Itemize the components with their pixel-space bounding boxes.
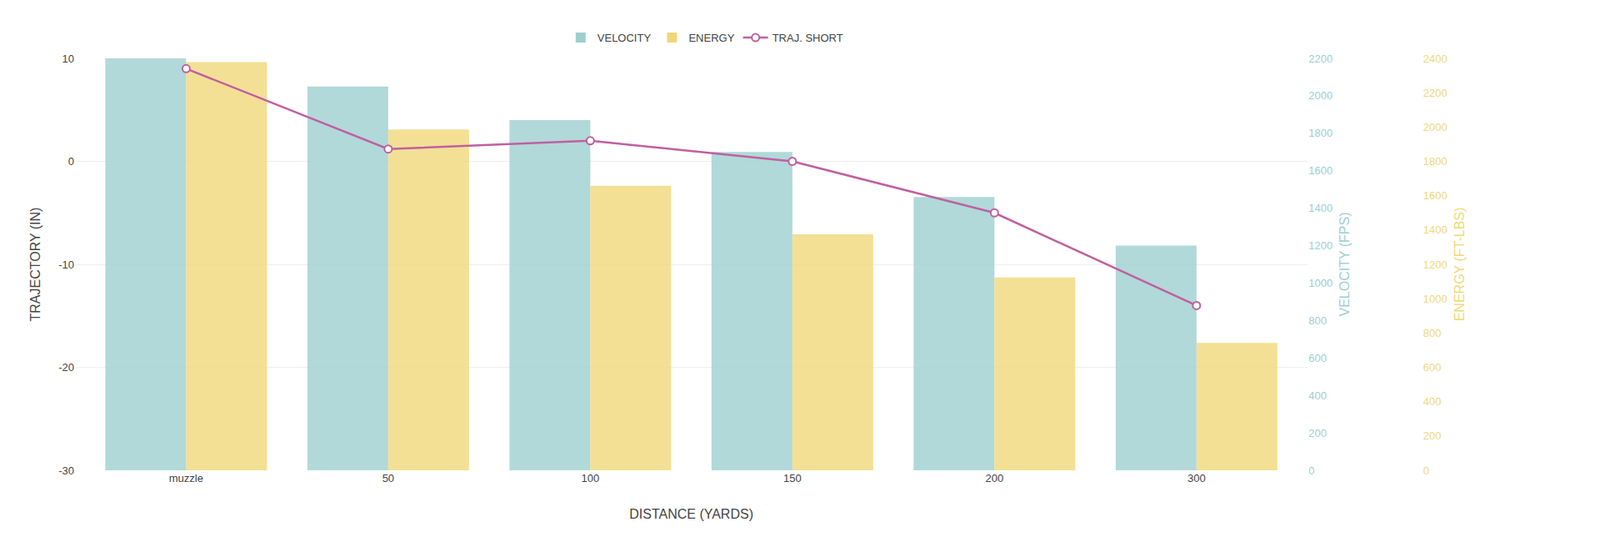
svg-text:ENERGY: ENERGY <box>688 31 735 45</box>
svg-text:-20: -20 <box>58 360 75 374</box>
svg-text:2400: 2400 <box>1423 52 1448 65</box>
svg-text:400: 400 <box>1423 395 1442 408</box>
svg-text:2200: 2200 <box>1308 52 1333 65</box>
svg-text:TRAJ. SHORT: TRAJ. SHORT <box>772 31 844 45</box>
svg-text:1000: 1000 <box>1423 292 1448 305</box>
svg-text:200: 200 <box>1308 426 1327 440</box>
svg-text:0: 0 <box>1423 464 1430 477</box>
svg-text:1400: 1400 <box>1308 201 1333 215</box>
svg-text:200: 200 <box>1423 429 1442 442</box>
svg-text:VELOCITY (FPS): VELOCITY (FPS) <box>1337 211 1352 316</box>
svg-text:-10: -10 <box>58 258 75 271</box>
svg-text:0: 0 <box>68 155 75 168</box>
svg-text:50: 50 <box>382 471 395 485</box>
svg-text:800: 800 <box>1308 314 1327 327</box>
svg-text:2000: 2000 <box>1308 89 1333 102</box>
svg-text:1400: 1400 <box>1423 223 1448 236</box>
svg-text:150: 150 <box>783 471 802 485</box>
svg-text:300: 300 <box>1187 471 1206 485</box>
svg-text:VELOCITY: VELOCITY <box>597 31 652 45</box>
svg-text:1000: 1000 <box>1308 276 1333 290</box>
svg-text:800: 800 <box>1423 326 1442 340</box>
svg-text:100: 100 <box>580 471 600 485</box>
svg-text:-30: -30 <box>58 464 75 477</box>
svg-text:10: 10 <box>62 52 75 65</box>
svg-text:muzzle: muzzle <box>169 471 204 485</box>
svg-text:0: 0 <box>1308 464 1315 477</box>
svg-text:1200: 1200 <box>1423 258 1448 271</box>
svg-text:200: 200 <box>985 471 1004 485</box>
svg-text:1200: 1200 <box>1308 239 1333 252</box>
svg-text:1800: 1800 <box>1423 155 1448 168</box>
svg-text:1600: 1600 <box>1308 164 1333 177</box>
svg-text:600: 600 <box>1423 360 1442 374</box>
svg-text:DISTANCE (YARDS): DISTANCE (YARDS) <box>629 506 754 521</box>
svg-text:1600: 1600 <box>1423 189 1448 202</box>
svg-text:2000: 2000 <box>1423 120 1448 134</box>
svg-text:1800: 1800 <box>1308 126 1333 140</box>
svg-text:TRAJECTORY (IN): TRAJECTORY (IN) <box>28 207 43 322</box>
svg-text:ENERGY (FT-LBS): ENERGY (FT-LBS) <box>1452 207 1467 322</box>
svg-text:2200: 2200 <box>1423 86 1448 100</box>
svg-text:600: 600 <box>1308 351 1327 365</box>
svg-text:400: 400 <box>1308 389 1327 402</box>
